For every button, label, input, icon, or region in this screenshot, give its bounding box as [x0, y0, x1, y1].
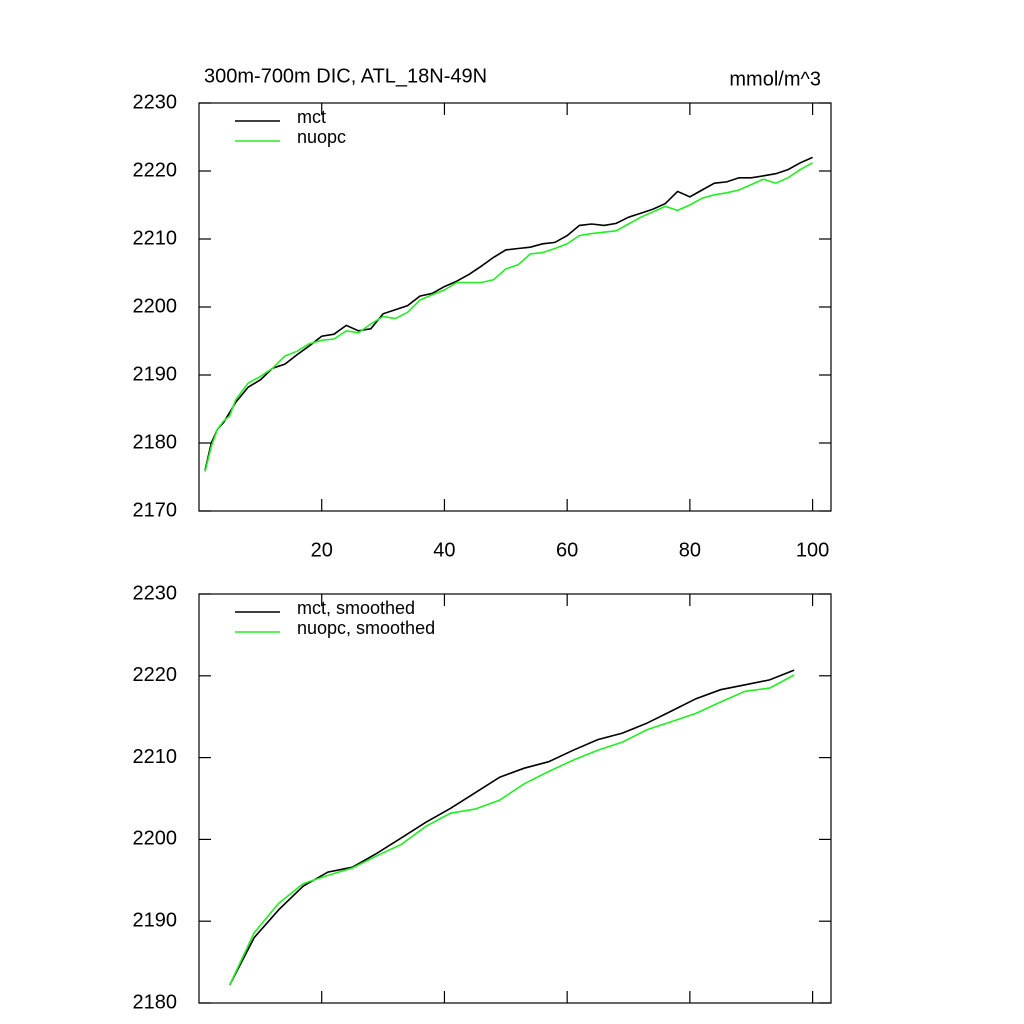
y-tick-label: 2190 — [133, 363, 178, 385]
data-line — [228, 674, 795, 986]
y-tick-label: 2210 — [133, 746, 178, 768]
y-tick-label: 2230 — [133, 582, 178, 604]
legend-label: nuopc, smoothed — [297, 618, 435, 638]
x-tick-label: 60 — [556, 539, 578, 561]
x-tick-label: 20 — [311, 539, 333, 561]
y-tick-label: 2200 — [133, 295, 178, 317]
plot-frame — [198, 593, 832, 1004]
data-line — [204, 156, 813, 471]
data-line — [228, 669, 795, 986]
y-tick-label: 2190 — [133, 909, 178, 931]
y-tick-label: 2180 — [133, 991, 178, 1013]
plot-frame — [198, 102, 832, 512]
units-label: mmol/m^3 — [729, 68, 821, 90]
chart-title: 300m-700m DIC, ATL_18N-49N — [204, 65, 487, 87]
y-tick-label: 2210 — [133, 227, 178, 249]
y-tick-label: 2200 — [133, 828, 178, 850]
legend-label: nuopc — [297, 127, 346, 147]
x-tick-label: 100 — [796, 539, 829, 561]
x-tick-label: 80 — [679, 539, 701, 561]
legend-label: mct, smoothed — [297, 598, 415, 618]
legend-label: mct — [297, 107, 326, 127]
y-tick-label: 2170 — [133, 499, 178, 521]
y-tick-label: 2220 — [133, 664, 178, 686]
y-tick-label: 2180 — [133, 431, 178, 453]
data-line — [204, 162, 813, 472]
x-tick-label: 40 — [433, 539, 455, 561]
y-tick-label: 2230 — [133, 91, 178, 113]
y-tick-label: 2220 — [133, 159, 178, 181]
